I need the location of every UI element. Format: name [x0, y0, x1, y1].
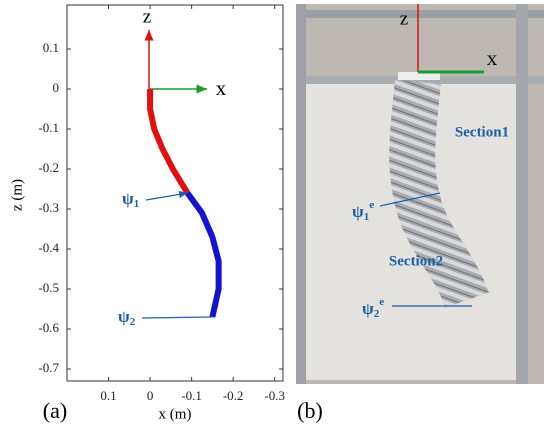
hose	[389, 79, 489, 309]
section-label: Section1	[455, 124, 509, 140]
y-tick-label: -0.6	[38, 320, 59, 335]
photo-x-label: x	[487, 46, 498, 70]
section-label: Section2	[389, 253, 443, 269]
annotation-arrow	[141, 316, 213, 319]
psi-label: ψ1e	[352, 199, 374, 223]
x-axis-label: x (m)	[159, 406, 192, 422]
psi-label: ψ2e	[362, 296, 384, 320]
annotation-sub: 1	[134, 198, 140, 210]
annotation-arrow	[145, 190, 188, 201]
axes-box	[66, 4, 284, 382]
panel-label: (b)	[297, 398, 323, 423]
y-axis-label: z (m)	[9, 179, 25, 211]
series-line	[185, 191, 222, 318]
photo-z-label: z	[400, 8, 408, 29]
psi-pointer	[379, 192, 441, 207]
annotation-symbol: ψ	[118, 307, 130, 326]
y-tick-label: -0.3	[38, 200, 59, 215]
frame-z-label: z	[143, 6, 151, 27]
x-tick-label: -0.2	[223, 388, 244, 403]
y-tick-label: 0.1	[43, 40, 59, 55]
annotation-sub: 2	[130, 316, 136, 328]
x-tick-label: -0.3	[264, 388, 285, 403]
y-tick-label: -0.2	[38, 160, 59, 175]
y-tick-label: -0.4	[38, 240, 59, 255]
y-tick-label: 0	[53, 80, 60, 95]
x-tick-label: 0.1	[100, 388, 116, 403]
x-tick-label: 0	[147, 388, 154, 403]
plot-a: z x x (m) z (m) (a) 0.1 0 -0.1 -0.2 -0.3 0.1 0…	[9, 4, 285, 423]
y-tick-label: -0.5	[38, 280, 59, 295]
panel-label: (a)	[43, 398, 67, 423]
annotation: ψ1	[122, 189, 139, 210]
annotation-symbol: ψ	[122, 189, 134, 208]
series-line	[147, 89, 191, 195]
frame-bar	[296, 10, 544, 18]
frame-post	[516, 4, 528, 384]
frame-post	[296, 4, 306, 384]
photo-b: z x Section1 Section2 ψ1e ψ2e (b)	[296, 4, 544, 423]
y-tick-label: -0.1	[38, 120, 59, 135]
x-tick-label: -0.1	[181, 388, 202, 403]
frame-x-label: x	[216, 76, 227, 100]
annotation: ψ2	[118, 307, 136, 328]
top-plate	[398, 72, 440, 80]
y-tick-label: -0.7	[38, 360, 59, 375]
